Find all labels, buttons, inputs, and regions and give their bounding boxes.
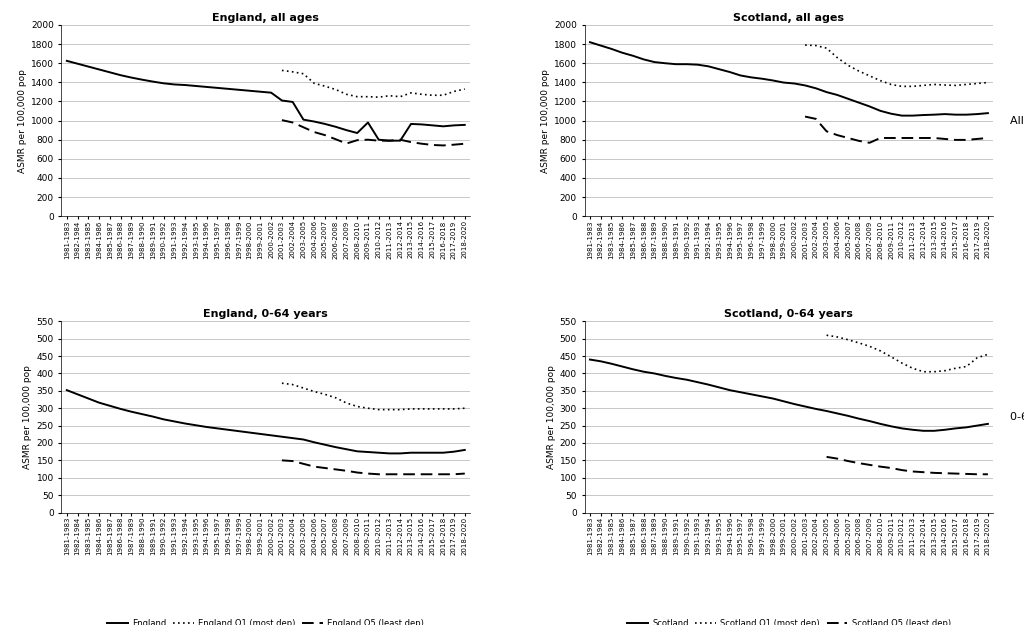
Title: England, 0-64 years: England, 0-64 years: [204, 309, 328, 319]
Title: Scotland, 0-64 years: Scotland, 0-64 years: [725, 309, 853, 319]
Title: Scotland, all ages: Scotland, all ages: [733, 13, 845, 23]
Y-axis label: ASMR per 100,000 pop: ASMR per 100,000 pop: [541, 69, 550, 173]
Y-axis label: ASMR per 100,000 pop: ASMR per 100,000 pop: [17, 69, 27, 173]
Y-axis label: ASMR per 100,000 pop: ASMR per 100,000 pop: [547, 365, 556, 469]
Text: 0-64 years: 0-64 years: [1010, 412, 1024, 422]
Legend: England, England Q1 (most dep), England Q5 (least dep): England, England Q1 (most dep), England …: [104, 320, 428, 336]
Text: All ages: All ages: [1010, 116, 1024, 126]
Legend: Scotland, Scotland Q1 (most dep), Scotland Q5 (least dep): Scotland, Scotland Q1 (most dep), Scotla…: [624, 320, 954, 336]
Y-axis label: ASMR per 100,000 pop: ASMR per 100,000 pop: [24, 365, 33, 469]
Legend: England, England Q1 (most dep), England Q5 (least dep): England, England Q1 (most dep), England …: [104, 616, 428, 625]
Title: England, all ages: England, all ages: [212, 13, 319, 23]
Legend: Scotland, Scotland Q1 (most dep), Scotland Q5 (least dep): Scotland, Scotland Q1 (most dep), Scotla…: [624, 616, 954, 625]
